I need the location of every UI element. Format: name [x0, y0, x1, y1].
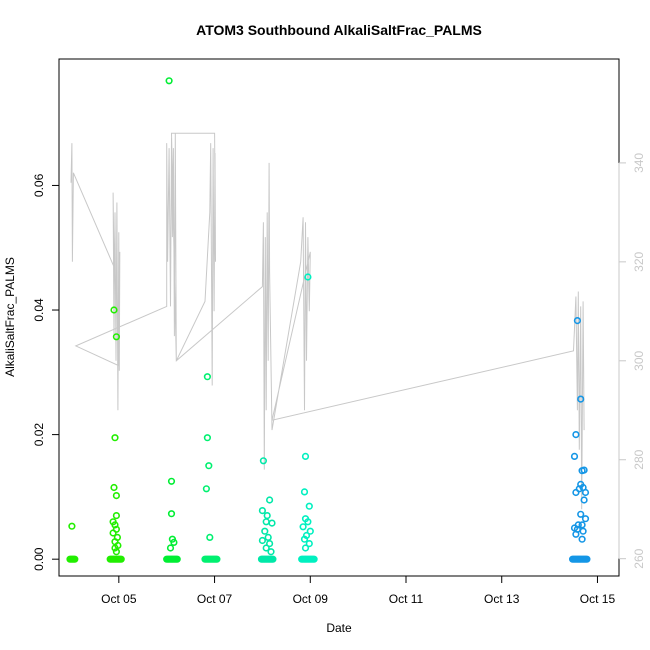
x-tick-label: Oct 11	[389, 592, 424, 606]
data-point	[262, 544, 270, 552]
data-point	[166, 544, 175, 552]
right-y-axis: 260 280 300 320 340	[618, 153, 646, 569]
data-point	[110, 306, 118, 314]
data-point	[572, 488, 580, 497]
data-point	[259, 457, 268, 465]
data-point	[170, 538, 178, 547]
data-point	[112, 548, 120, 556]
data-point	[304, 518, 312, 526]
x-tick-label: Oct 05	[101, 592, 137, 606]
data-point	[167, 477, 176, 485]
y-tick-label: 0.06	[32, 173, 46, 197]
data-point	[305, 539, 313, 548]
data-point	[167, 510, 176, 518]
data-point	[203, 373, 211, 381]
data-point	[299, 523, 307, 531]
y-axis-label: AlkaliSaltFrac_PALMS	[3, 257, 17, 377]
data-point	[300, 535, 309, 543]
x-tick-label: Oct 13	[484, 592, 520, 606]
data-point	[213, 555, 221, 563]
data-point	[68, 522, 76, 530]
data-point	[165, 77, 173, 85]
data-point	[581, 515, 590, 523]
data-point	[581, 488, 590, 497]
right-y-tick-label: 260	[632, 548, 646, 568]
x-axis: Oct 05 Oct 07 Oct 09 Oct 11 Oct 13 Oct 15	[101, 575, 616, 606]
data-point	[572, 530, 580, 538]
data-point	[577, 510, 585, 518]
data-point	[570, 452, 579, 461]
data-point	[300, 488, 309, 496]
data-point	[111, 544, 119, 552]
data-point	[304, 273, 312, 281]
data-point	[111, 434, 119, 442]
plot-area-frame	[58, 58, 620, 577]
data-point	[267, 548, 275, 556]
data-point	[112, 492, 120, 500]
y-axis: 0.00 0.02 0.04 0.06	[32, 173, 60, 571]
y-tick-label: 0.04	[32, 298, 46, 322]
data-point	[301, 544, 310, 552]
data-point	[573, 317, 582, 325]
data-point	[206, 533, 214, 542]
data-point	[305, 502, 313, 510]
x-tick-label: Oct 15	[580, 592, 616, 606]
data-point	[264, 533, 272, 542]
data-point	[268, 519, 276, 527]
data-point	[301, 452, 310, 461]
right-y-tick-label: 320	[632, 251, 646, 271]
scatter-points-layer	[66, 77, 591, 563]
data-point	[112, 511, 120, 520]
data-point	[578, 521, 586, 529]
data-point	[261, 527, 269, 535]
data-point	[110, 483, 118, 492]
right-y-tick-label: 300	[632, 350, 646, 370]
x-tick-label: Oct 09	[293, 592, 329, 606]
data-point	[258, 507, 267, 515]
data-point	[580, 496, 588, 504]
data-point	[202, 485, 210, 493]
data-point	[578, 535, 586, 543]
line-series	[70, 132, 585, 510]
data-point	[266, 539, 274, 548]
x-tick-label: Oct 07	[197, 592, 233, 606]
data-point	[306, 527, 314, 535]
y-tick-label: 0.02	[32, 423, 46, 447]
data-point	[205, 462, 213, 470]
x-axis-label: Date	[326, 621, 352, 635]
line-series-layer	[70, 132, 585, 510]
data-point	[117, 555, 125, 563]
data-point	[262, 518, 270, 526]
data-point	[266, 496, 274, 504]
data-point	[577, 395, 585, 403]
data-point	[112, 333, 120, 341]
data-point	[580, 466, 588, 474]
data-point	[263, 511, 271, 520]
data-point	[203, 434, 211, 442]
data-point	[583, 555, 591, 563]
data-point	[173, 555, 181, 563]
data-point	[572, 431, 580, 439]
data-point	[71, 555, 79, 563]
right-y-tick-label: 280	[632, 449, 646, 469]
y-tick-label: 0.00	[32, 547, 46, 571]
data-point	[310, 555, 318, 563]
right-y-tick-label: 340	[632, 153, 646, 173]
chart-title: ATOM3 Southbound AlkaliSaltFrac_PALMS	[196, 22, 482, 38]
data-point	[109, 529, 117, 537]
data-point	[258, 536, 267, 545]
data-point	[579, 527, 587, 535]
data-point	[269, 555, 277, 563]
